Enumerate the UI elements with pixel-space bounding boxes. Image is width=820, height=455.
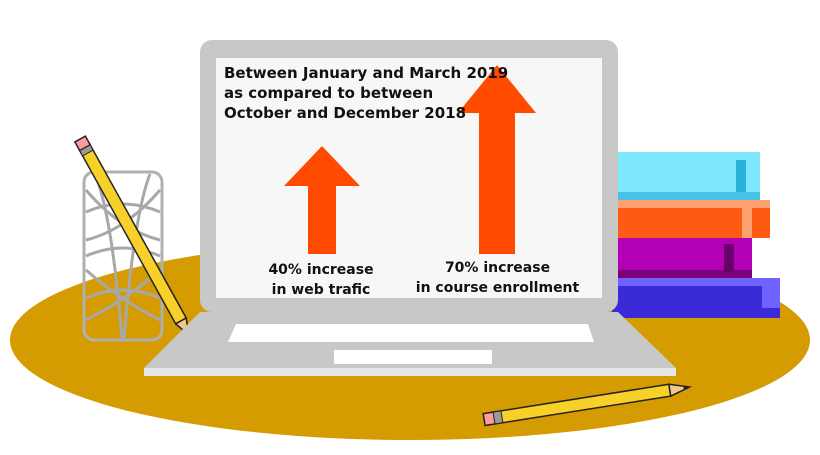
- web-traffic-arrow: [284, 146, 360, 254]
- heading-line-1: Between January and March 2019: [224, 64, 509, 82]
- heading-line-3: October and December 2018: [224, 104, 467, 122]
- laptop-keyboard: [228, 324, 594, 342]
- pencil-on-table: [482, 383, 693, 427]
- course-enrollment-label: in course enrollment: [415, 280, 580, 296]
- laptop-touchpad: [334, 350, 492, 364]
- course-enrollment-stat: 70% increase in course enrollment: [410, 258, 585, 298]
- book-blue: [612, 278, 780, 318]
- book-cyan: [612, 152, 760, 200]
- book-stack: [612, 152, 780, 318]
- course-enrollment-arrow: [458, 65, 536, 254]
- screen-heading: Between January and March 2019 as compar…: [224, 63, 514, 123]
- heading-line-2: as compared to between: [224, 84, 434, 102]
- book-orange: [612, 200, 770, 238]
- course-enrollment-value: 70% increase: [444, 260, 551, 276]
- web-traffic-stat: 40% increase in web trafic: [256, 260, 386, 300]
- book-magenta: [612, 238, 752, 278]
- web-traffic-value: 40% increase: [268, 262, 374, 278]
- laptop-screen: [216, 58, 602, 298]
- web-traffic-label: in web trafic: [271, 282, 371, 298]
